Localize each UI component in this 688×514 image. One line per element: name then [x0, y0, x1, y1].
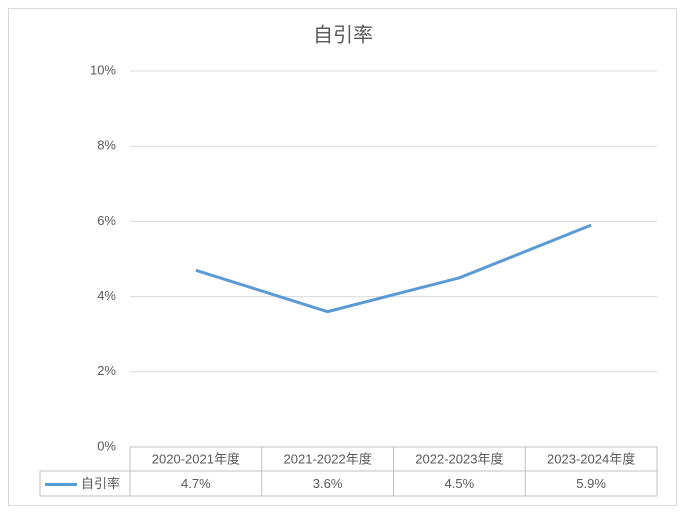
table-value: 3.6% [313, 476, 343, 491]
chart-title: 自引率 [313, 23, 373, 46]
x-tick-label: 2022-2023年度 [415, 451, 503, 466]
y-tick-label: 8% [97, 138, 116, 153]
y-tick-label: 10% [90, 62, 116, 77]
y-tick-label: 6% [97, 213, 116, 228]
x-tick-label: 2021-2022年度 [284, 451, 372, 466]
y-tick-label: 0% [97, 438, 116, 453]
table-value: 5.9% [576, 476, 606, 491]
y-tick-label: 2% [97, 363, 116, 378]
y-tick-label: 4% [97, 288, 116, 303]
table-value: 4.7% [181, 476, 211, 491]
table-value: 4.5% [445, 476, 475, 491]
legend-label: 自引率 [81, 476, 120, 491]
x-tick-label: 2020-2021年度 [152, 451, 240, 466]
chart-border [8, 8, 677, 506]
x-tick-label: 2023-2024年度 [547, 451, 635, 466]
series-line [195, 223, 592, 314]
